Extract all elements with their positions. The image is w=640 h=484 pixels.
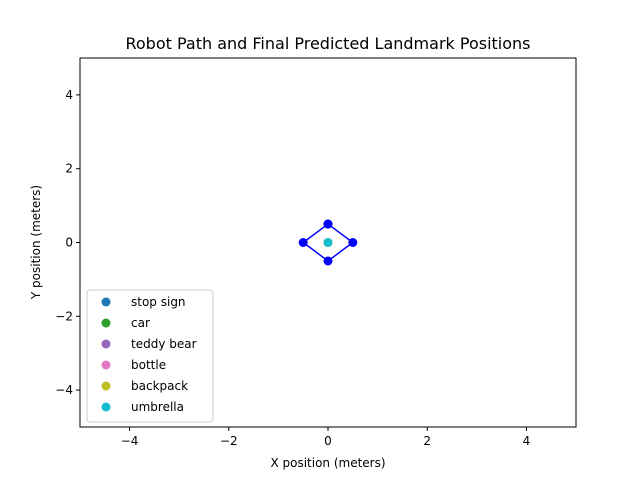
y-tick-label: 2 xyxy=(65,162,73,176)
x-tick-label: −4 xyxy=(121,434,139,448)
x-tick-label: 4 xyxy=(523,434,531,448)
legend-entry-label: teddy bear xyxy=(131,337,197,351)
robot-path-point xyxy=(323,219,333,229)
robot-path-point xyxy=(298,238,308,247)
legend-entry-label: car xyxy=(131,316,150,330)
landmark-point xyxy=(323,238,333,247)
legend-frame xyxy=(86,289,214,423)
y-tick-label: 4 xyxy=(65,88,73,102)
x-tick-label: −2 xyxy=(220,434,238,448)
legend-marker xyxy=(101,318,111,328)
legend-entry-label: backpack xyxy=(131,379,188,393)
x-tick-label: 0 xyxy=(324,434,332,448)
legend-entry-label: bottle xyxy=(131,358,166,372)
legend-marker xyxy=(101,402,111,412)
y-tick-label: −2 xyxy=(55,309,73,323)
legend-marker xyxy=(101,297,111,307)
y-tick-label: 0 xyxy=(65,236,73,250)
legend-marker xyxy=(101,360,111,370)
chart-title: Robot Path and Final Predicted Landmark … xyxy=(125,34,530,53)
legend-entry-label: stop sign xyxy=(131,295,186,309)
x-tick-label: 2 xyxy=(423,434,431,448)
legend-marker xyxy=(101,381,111,391)
x-axis-label: X position (meters) xyxy=(270,456,385,470)
y-tick-label: −4 xyxy=(55,383,73,397)
robot-path-point xyxy=(323,256,333,266)
robot-path-point xyxy=(348,238,358,247)
legend: stop sign car teddy bear bottle backpack umbr… xyxy=(86,289,214,423)
axis-ticks: −4 −2 0 2 4 −4 −2 0 2 4 xyxy=(55,88,530,448)
legend-marker xyxy=(101,339,111,349)
legend-entry-label: umbrella xyxy=(131,400,184,414)
y-axis-label: Y position (meters) xyxy=(29,185,43,300)
